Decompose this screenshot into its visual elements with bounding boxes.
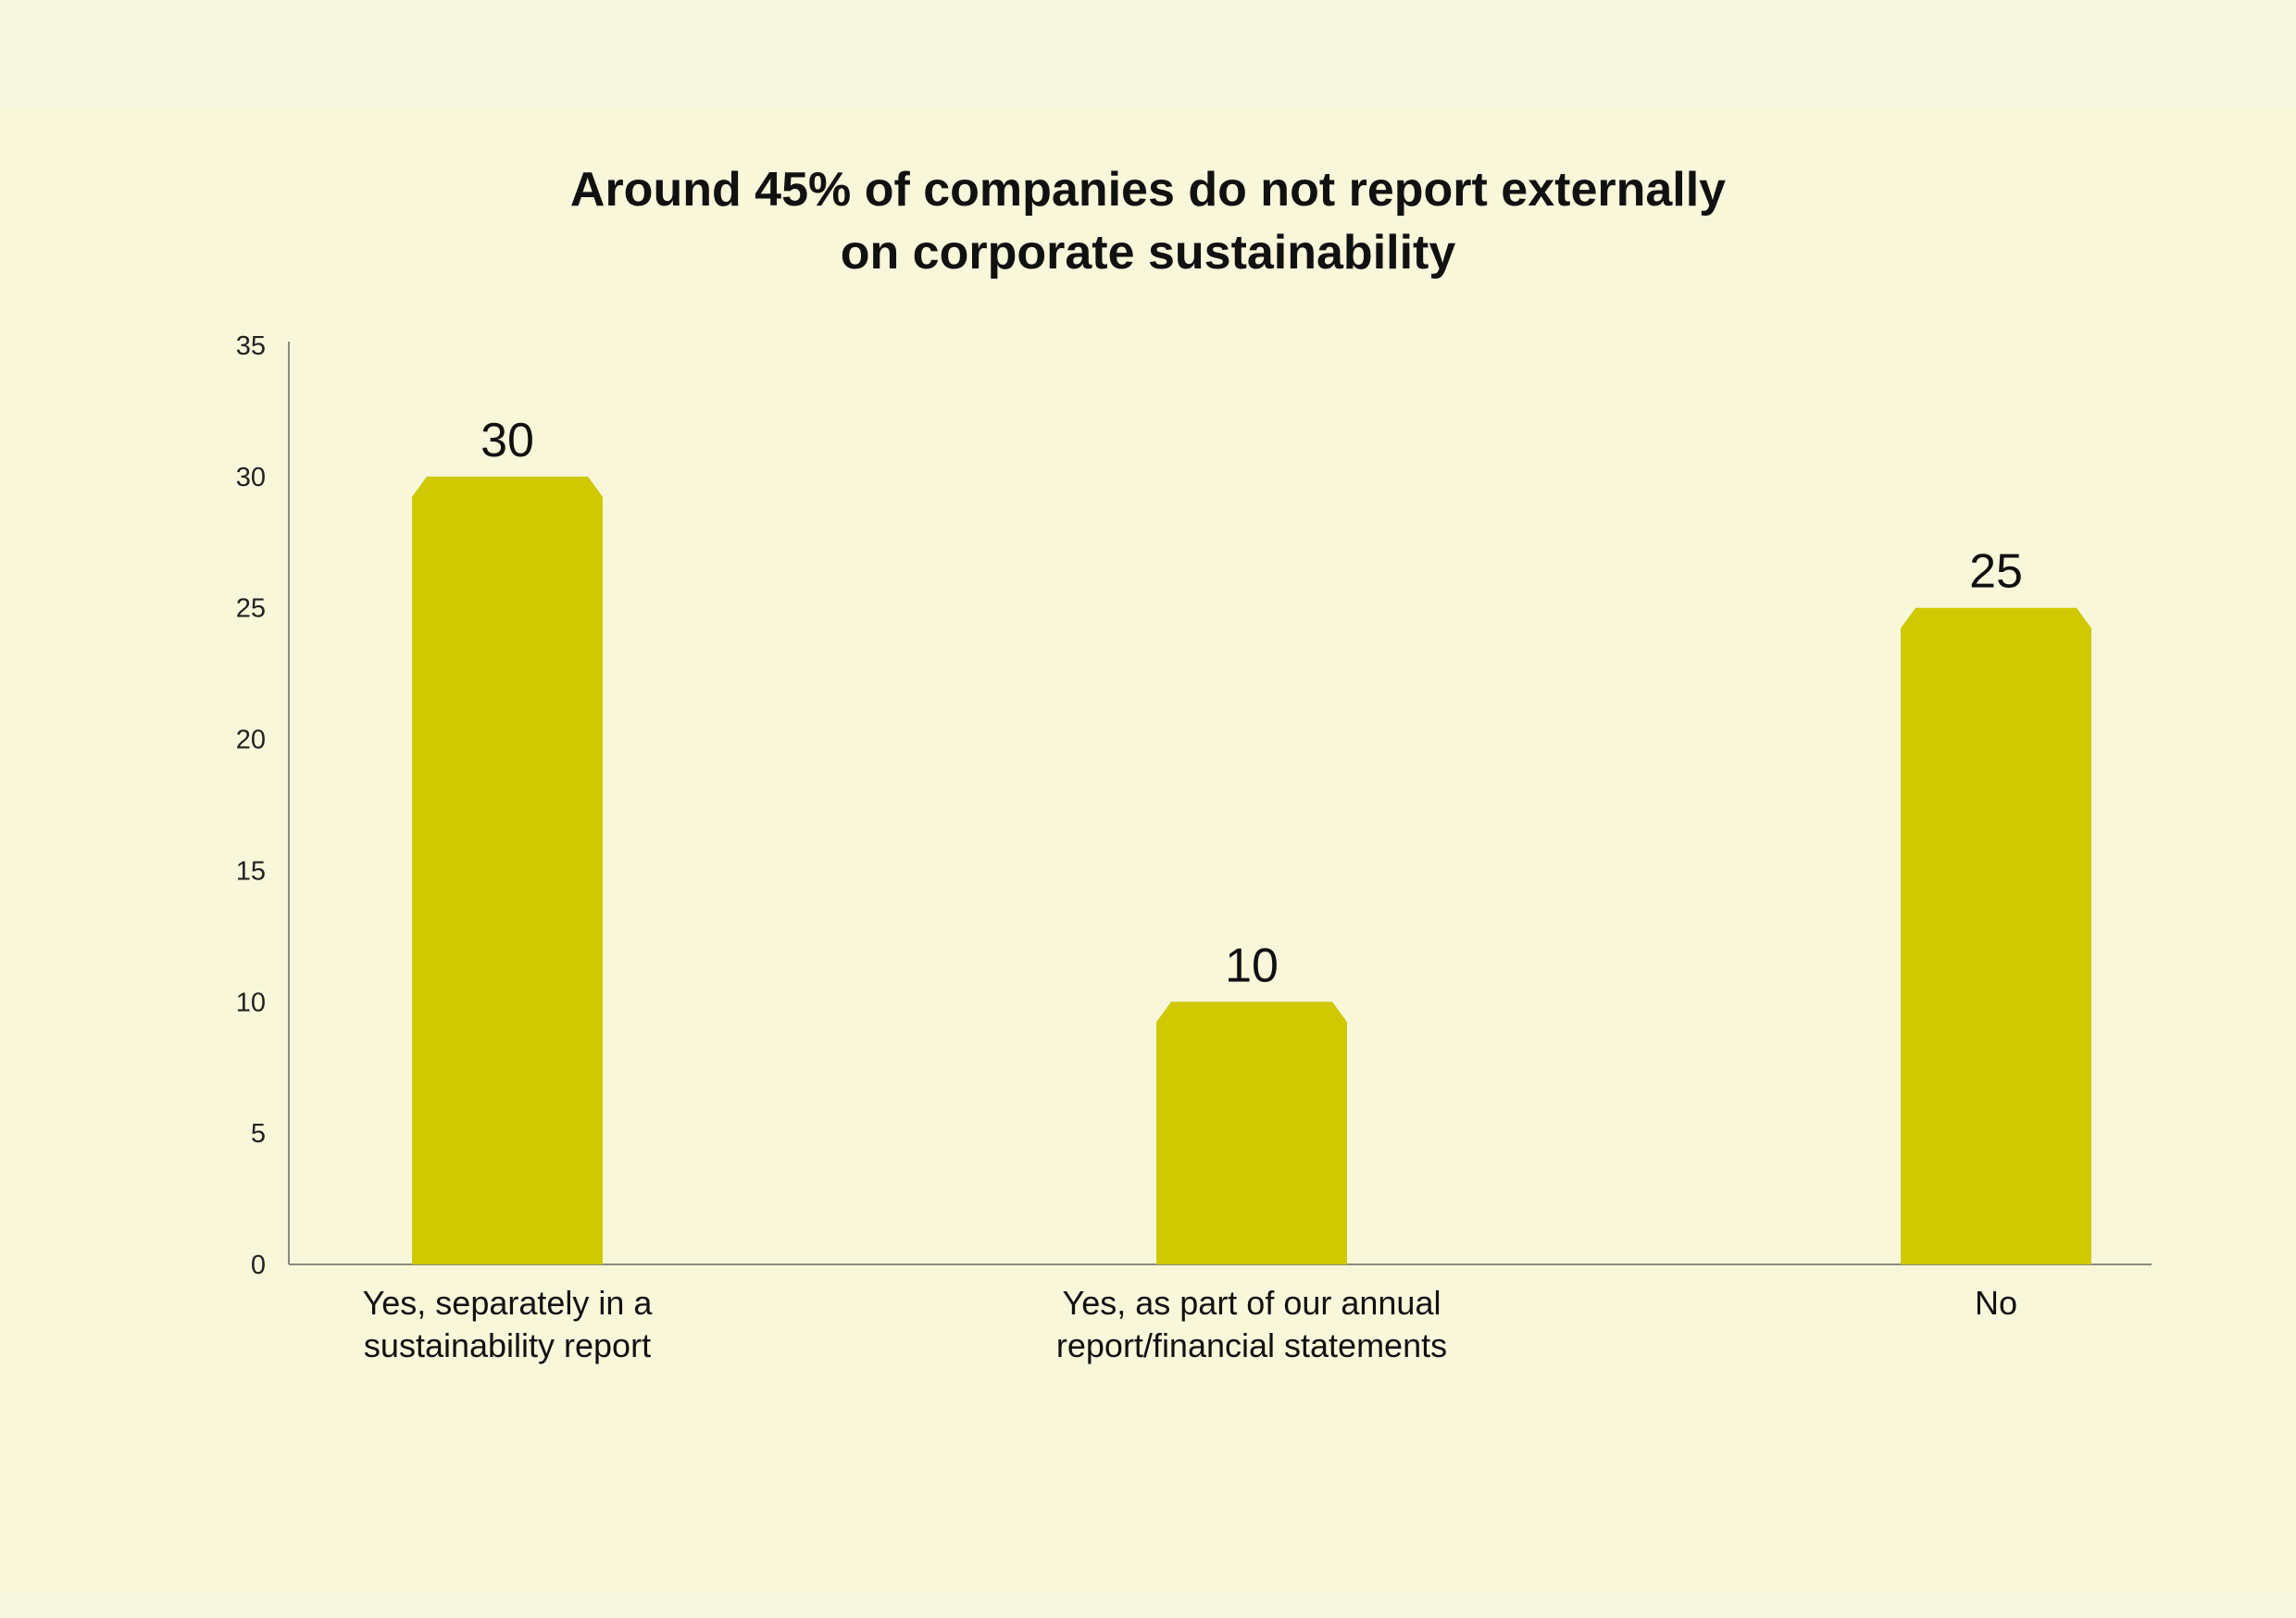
x-category-label: Yes, as part of our annual bbox=[1063, 1284, 1441, 1322]
chart-title-line-2: on corporate sustainability bbox=[841, 226, 1456, 280]
bar bbox=[1901, 607, 2091, 1264]
x-category-label: Yes, separately in a bbox=[363, 1284, 654, 1322]
y-tick-label: 15 bbox=[236, 856, 266, 886]
x-category-label: sustainability report bbox=[364, 1326, 651, 1364]
chart-title-line-1: Around 45% of companies do not report ex… bbox=[570, 163, 1726, 217]
y-tick-label: 5 bbox=[251, 1119, 266, 1149]
y-tick-label: 25 bbox=[236, 594, 266, 624]
bar-value-label: 30 bbox=[480, 414, 534, 467]
bottom-band bbox=[0, 1592, 2296, 1618]
x-category-label: No bbox=[1975, 1284, 2017, 1322]
y-tick-label: 20 bbox=[236, 726, 266, 755]
x-category-label: report/financial statements bbox=[1056, 1326, 1447, 1364]
bar bbox=[412, 476, 603, 1264]
y-tick-label: 30 bbox=[236, 463, 266, 492]
chart-bars bbox=[412, 476, 2091, 1264]
chart-labels: 30 Yes, separately in a sustainability rep… bbox=[363, 414, 2023, 1364]
bar-value-label: 25 bbox=[1969, 545, 2023, 599]
bar-value-label: 10 bbox=[1225, 939, 1279, 992]
y-tick-label: 10 bbox=[236, 988, 266, 1017]
bar bbox=[1156, 1002, 1347, 1264]
y-tick-label: 0 bbox=[251, 1251, 266, 1280]
top-band bbox=[0, 0, 2296, 106]
y-tick-label: 35 bbox=[236, 331, 266, 361]
